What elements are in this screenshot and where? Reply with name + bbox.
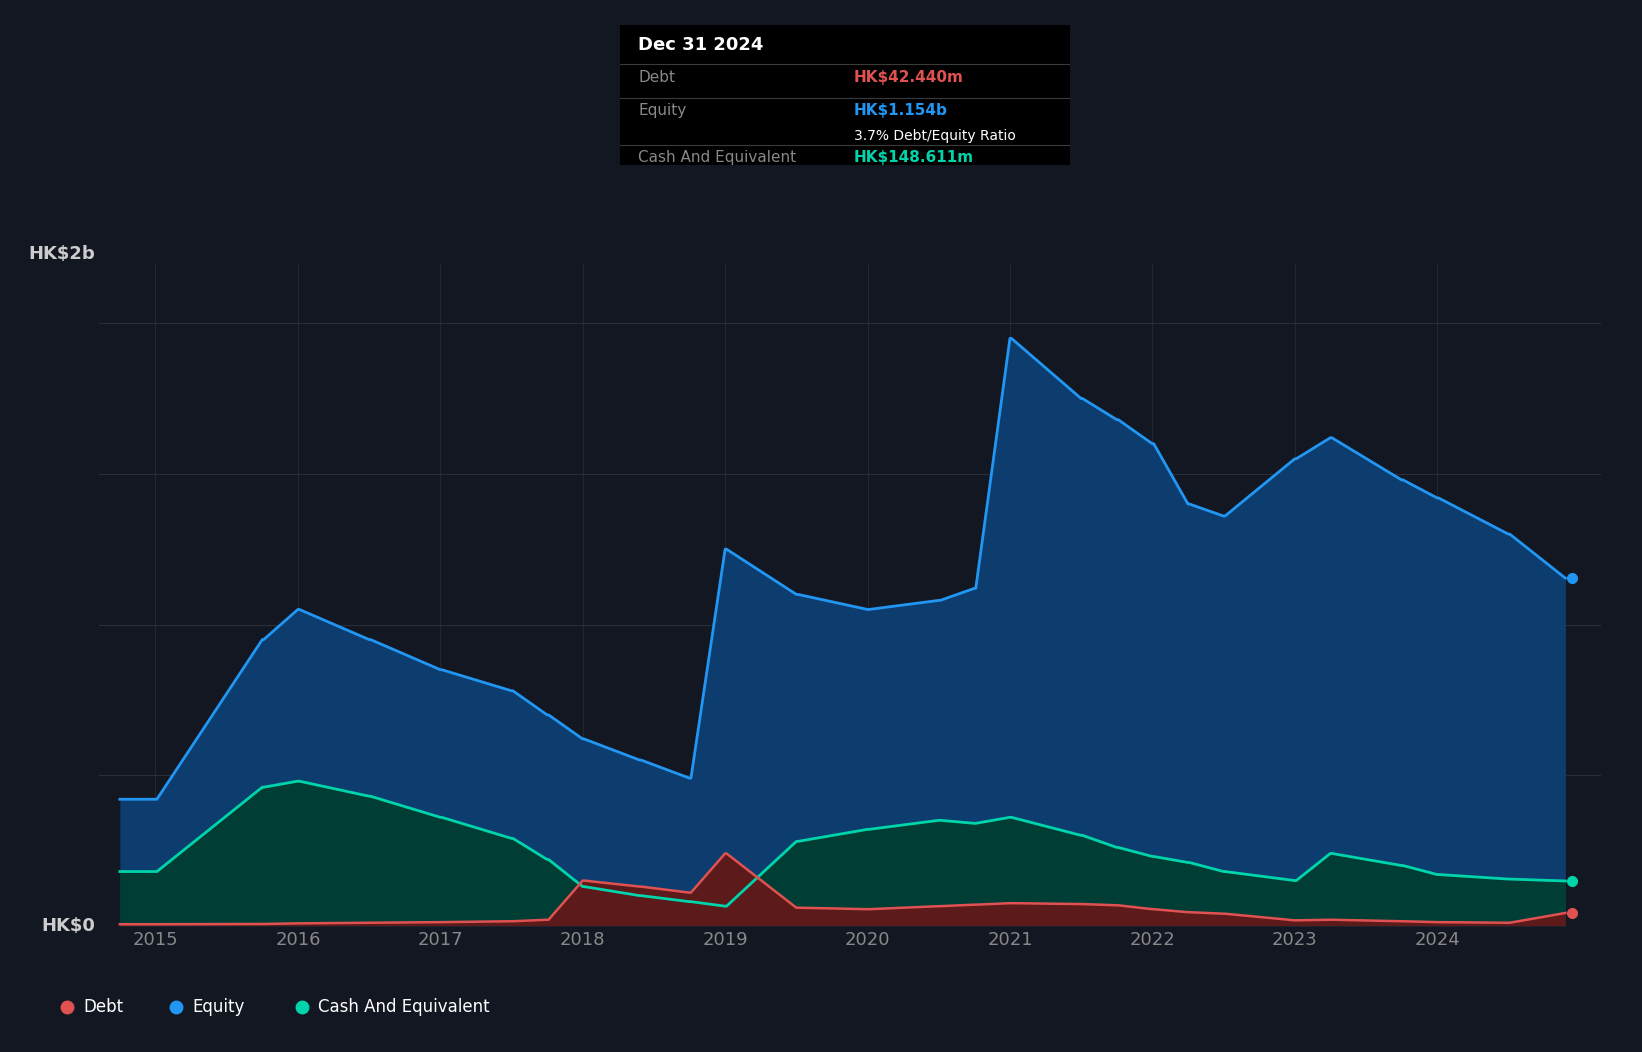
Text: Dec 31 2024: Dec 31 2024 <box>639 36 764 55</box>
Text: HK$0: HK$0 <box>41 916 95 935</box>
Text: Cash And Equivalent: Cash And Equivalent <box>319 998 489 1016</box>
Text: Debt: Debt <box>639 69 675 85</box>
Text: HK$148.611m: HK$148.611m <box>854 149 974 164</box>
Text: Equity: Equity <box>639 103 686 119</box>
Text: HK$1.154b: HK$1.154b <box>854 103 947 119</box>
Text: Equity: Equity <box>192 998 245 1016</box>
Text: 3.7% Debt/Equity Ratio: 3.7% Debt/Equity Ratio <box>854 128 1016 143</box>
Text: HK$2b: HK$2b <box>30 245 95 263</box>
Text: HK$42.440m: HK$42.440m <box>854 69 964 85</box>
Text: Cash And Equivalent: Cash And Equivalent <box>639 149 796 164</box>
Text: Debt: Debt <box>84 998 123 1016</box>
